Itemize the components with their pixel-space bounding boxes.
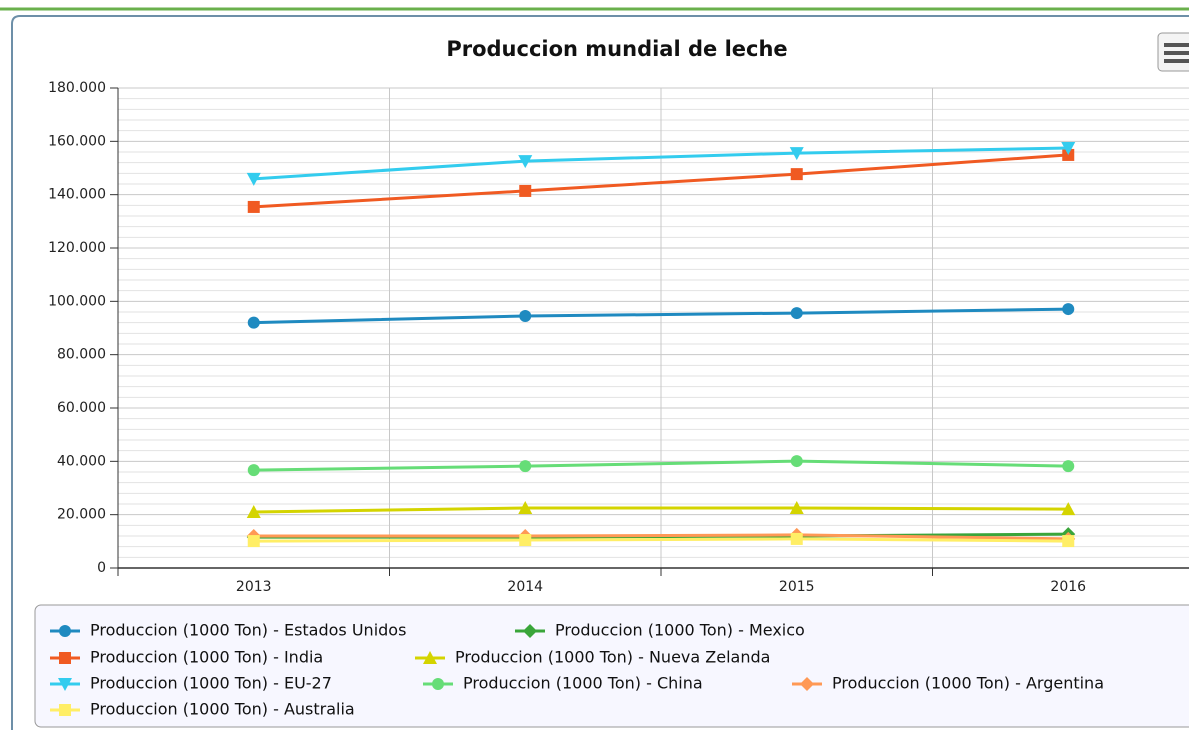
data-point [1061,502,1076,516]
menu-button[interactable] [1157,32,1189,72]
legend-item: Produccion (1000 Ton) - India [50,648,323,667]
y-tick-label: 20.000 [57,507,106,523]
legend-text: Produccion (1000 Ton) - China [463,674,703,693]
legend-text: Produccion (1000 Ton) - Argentina [832,674,1104,693]
data-point [518,155,533,169]
panel-border [11,15,1189,730]
legend-item: Produccion (1000 Ton) - Estados Unidos [50,621,406,640]
data-point [789,147,804,161]
data-point [789,501,804,514]
legend-item: Produccion (1000 Ton) - Argentina [792,674,1104,693]
legend-marker [59,704,71,716]
legend-marker [800,677,814,691]
data-point [246,172,261,186]
data-point [790,307,803,320]
legend-marker [58,678,72,691]
y-tick-label: 0 [97,560,106,576]
data-point [1061,142,1076,155]
legend-text: Produccion (1000 Ton) - EU-27 [90,674,332,693]
data-point [790,532,803,545]
legend-item: Produccion (1000 Ton) - Nueva Zelanda [415,648,770,667]
data-point [246,505,261,518]
legend-text: Produccion (1000 Ton) - Mexico [555,621,805,640]
data-point [790,455,803,468]
legend-text: Produccion (1000 Ton) - India [90,648,323,667]
series-line [253,537,1069,543]
y-tick-label: 120.000 [48,240,106,256]
series [247,455,1075,477]
series [247,148,1075,213]
series [246,142,1076,186]
data-point [247,535,260,548]
y-tick-label: 40.000 [57,453,106,469]
legend-box [34,604,1189,728]
legend-text: Produccion (1000 Ton) - Nueva Zelanda [455,648,770,667]
data-point [519,184,532,197]
legend-marker [423,651,437,664]
series [247,532,1075,548]
data-point [519,534,532,546]
data-point [790,168,803,181]
series-line [253,153,1069,209]
y-tick-label: 180.000 [48,80,106,96]
data-point [247,200,260,213]
data-point [247,316,260,329]
x-tick-label: 2015 [779,579,815,595]
series-line [253,533,1069,541]
data-point [519,460,532,473]
legend-marker [432,678,444,690]
data-point [1062,303,1075,316]
y-tick-label: 100.000 [48,293,106,309]
legend-marker [59,625,71,637]
x-tick-label: 2014 [507,579,543,595]
data-point [1062,535,1075,548]
series-line [253,146,1069,181]
series [247,303,1075,329]
legend-marker [523,624,537,638]
legend-item: Produccion (1000 Ton) - Mexico [515,621,805,640]
legend-item: Produccion (1000 Ton) - Australia [50,700,355,719]
legend-text: Produccion (1000 Ton) - Australia [90,700,355,719]
y-tick-label: 160.000 [48,133,106,149]
data-point [519,310,532,322]
menu-bar [1164,59,1189,63]
chart-title: Produccion mundial de leche [446,37,787,61]
y-tick-label: 80.000 [57,347,106,363]
series-line [253,459,1069,472]
legend-item: Produccion (1000 Ton) - EU-27 [50,674,332,693]
legend-text: Produccion (1000 Ton) - Estados Unidos [90,621,406,640]
data-point [247,464,260,477]
data-point [1062,460,1075,473]
series [246,501,1076,518]
x-tick-label: 2016 [1050,579,1086,595]
legend-marker [59,652,71,664]
series-line [253,307,1069,325]
y-tick-label: 60.000 [57,400,106,416]
y-tick-label: 140.000 [48,187,106,203]
series-line [253,506,1069,514]
x-tick-label: 2013 [236,579,272,595]
menu-bar [1164,51,1189,55]
legend-item: Produccion (1000 Ton) - China [423,674,703,693]
menu-bar [1164,43,1189,47]
data-point [518,501,533,514]
